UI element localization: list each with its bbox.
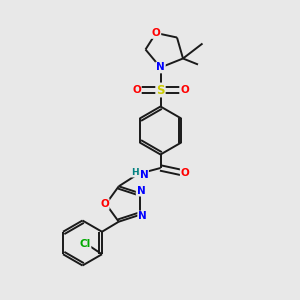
Text: N: N [156, 62, 165, 73]
Text: H: H [131, 168, 139, 177]
Text: N: N [138, 212, 147, 221]
Text: O: O [180, 85, 189, 95]
Text: O: O [132, 85, 141, 95]
Text: O: O [152, 28, 160, 38]
Text: N: N [140, 169, 148, 180]
Text: Cl: Cl [79, 239, 91, 249]
Text: O: O [100, 199, 109, 209]
Text: N: N [137, 186, 146, 196]
Text: O: O [181, 167, 190, 178]
Text: S: S [156, 83, 165, 97]
